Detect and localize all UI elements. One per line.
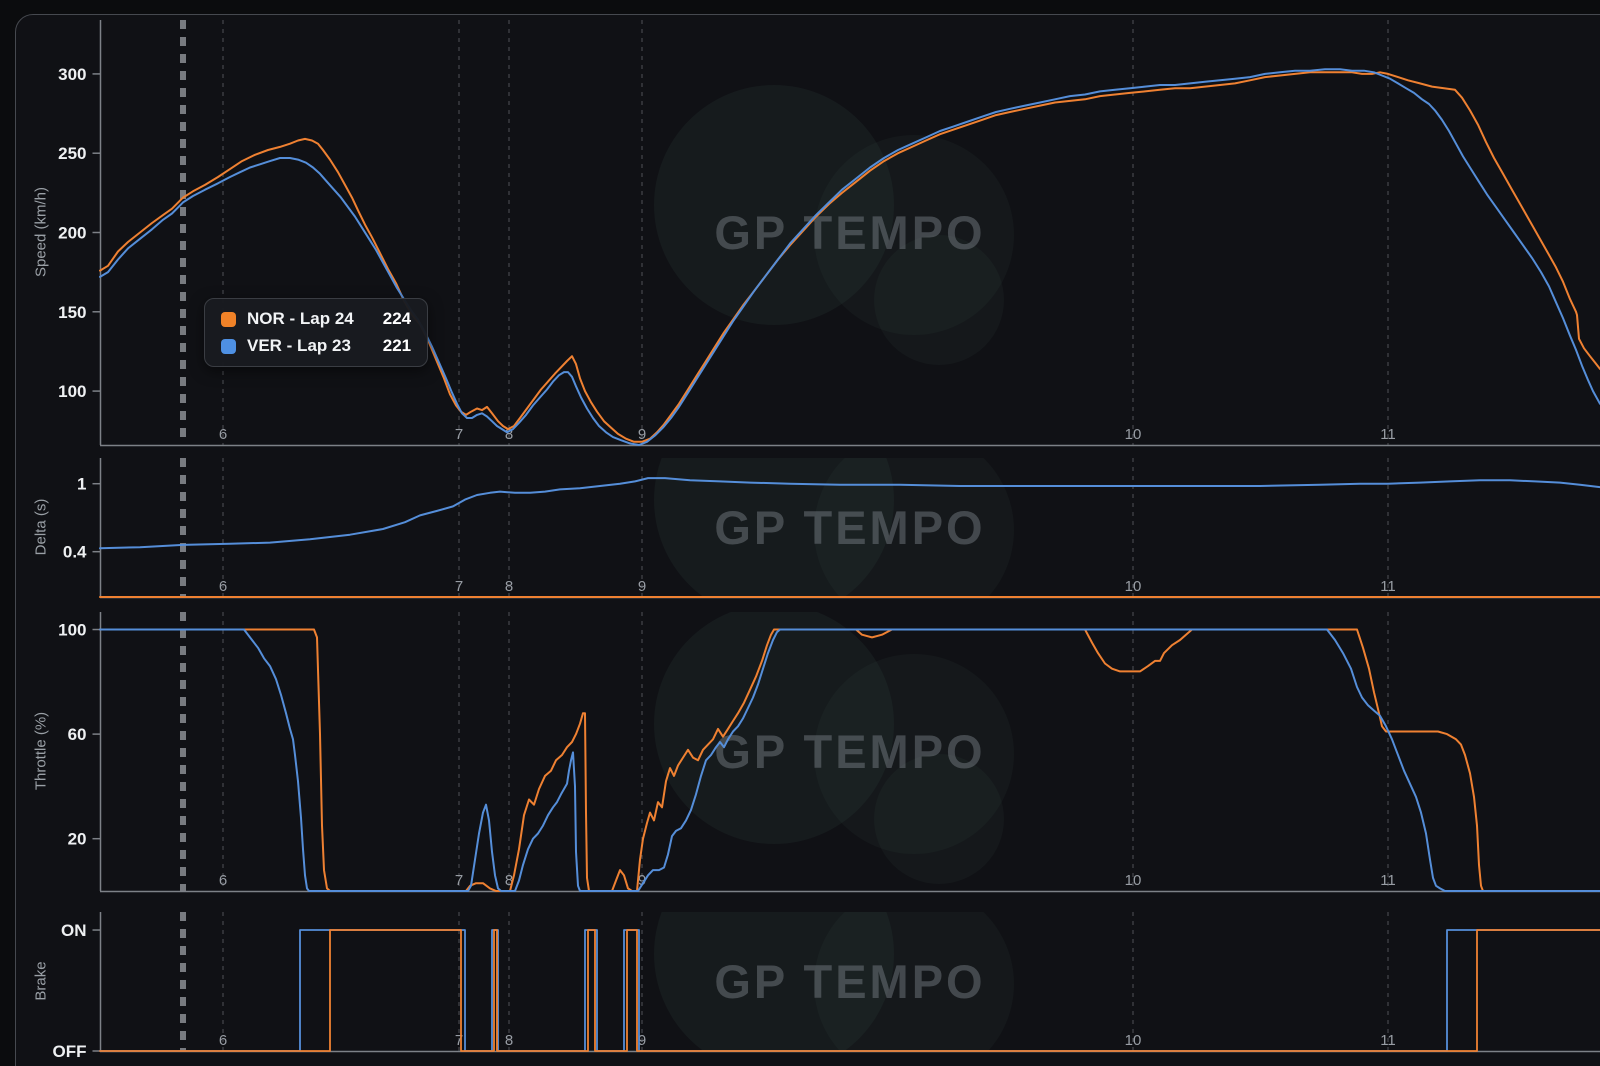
y-tick-label: 300 [58,65,86,84]
ver-throttle-line [99,628,1600,892]
throttle-axis-title: Throttle (%) [32,711,50,791]
nor-brake-line [99,929,1600,1052]
ver-cursor-value: 221 [382,336,412,355]
speed-chart: 6 7 8 9 10 11 300 250 200 150 100 [58,20,1600,447]
ver-lap-23-line [99,68,1600,446]
x-tick-label: 9 [638,578,646,595]
x-tick-label: 8 [505,1032,513,1049]
legend-row-nor: NOR - Lap 24 224 [221,309,411,329]
y-tick-label: 100 [58,382,86,401]
y-tick-label: 1 [77,475,86,494]
y-tick-label: 200 [58,224,86,243]
x-tick-label: 7 [455,426,463,443]
x-tick-label: 10 [1125,426,1142,443]
x-tick-label: 6 [219,578,227,595]
brake-chart: 6 7 8 9 10 11 ON OFF [53,912,1600,1061]
nor-lap-24-line [99,71,1600,443]
brake-axis-title: Brake [32,961,50,1001]
delta-axis-title: Delta (s) [32,498,50,556]
panel-border [15,14,1600,1066]
nor-legend-label: NOR - Lap 24 [247,309,354,328]
ver-color-swatch [221,338,236,354]
x-tick-label: 8 [505,426,513,443]
ver-legend-label: VER - Lap 23 [247,336,351,355]
y-tick-label: 60 [68,725,87,744]
x-tick-label: 11 [1380,578,1396,595]
ver-brake-line [99,929,1600,1052]
legend-tooltip: NOR - Lap 24 224 VER - Lap 23 221 [204,298,429,367]
x-tick-label: 7 [455,872,463,889]
x-tick-label: 8 [505,872,513,889]
throttle-chart: 6 7 8 9 10 11 100 60 20 [58,612,1600,893]
nor-color-swatch [221,311,236,327]
x-tick-label: 10 [1125,1032,1142,1049]
x-tick-label: 11 [1380,426,1396,443]
y-tick-label: 20 [68,830,87,849]
ver-delta-line [99,477,1600,550]
x-tick-label: 11 [1380,872,1396,889]
nor-throttle-line [99,628,1600,892]
speed-axis-title: Speed (km/h) [32,186,50,278]
x-tick-label: 10 [1125,578,1142,595]
y-tick-label: OFF [53,1042,87,1061]
y-tick-label: 150 [58,303,86,322]
y-tick-label: ON [61,921,87,940]
x-tick-label: 6 [219,1032,227,1049]
y-tick-label: 100 [58,621,86,640]
x-tick-label: 7 [455,1032,463,1049]
y-tick-label: 250 [58,144,86,163]
x-tick-label: 11 [1380,1032,1396,1049]
x-tick-label: 8 [505,578,513,595]
legend-row-ver: VER - Lap 23 221 [221,336,411,356]
nor-cursor-value: 224 [382,309,412,328]
y-tick-label: 0.4 [63,543,87,562]
x-tick-label: 6 [219,872,227,889]
x-tick-label: 7 [455,578,463,595]
x-tick-label: 9 [638,872,646,889]
x-tick-label: 9 [638,1032,646,1049]
x-tick-label: 9 [638,426,646,443]
x-tick-label: 6 [219,426,227,443]
x-tick-label: 10 [1125,872,1142,889]
